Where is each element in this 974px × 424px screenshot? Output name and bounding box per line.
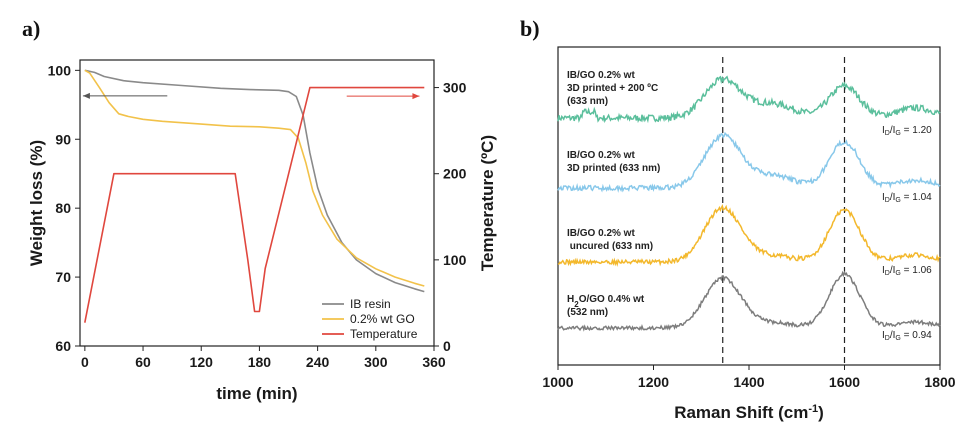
legend-label-1: 0.2% wt GO bbox=[350, 312, 415, 326]
x-tick-label: 1600 bbox=[829, 374, 860, 390]
panel-a-ylabel: Weight loss (%) bbox=[27, 140, 46, 266]
panel-a-chart: 0 60 120 180 240 300 360607080901000100200300 … bbox=[27, 59, 497, 403]
x-tick-label: 180 bbox=[248, 354, 272, 370]
y-tick-label: 60 bbox=[55, 338, 71, 354]
spectrum-0 bbox=[557, 75, 941, 124]
x-tick-label: 240 bbox=[306, 354, 330, 370]
spectrum-label-2: IB/GO 0.2% wt uncured (633 nm) bbox=[567, 228, 653, 252]
y-tick-label: 80 bbox=[55, 200, 71, 216]
ratio-label-1: ID/IG = 1.04 bbox=[882, 192, 932, 204]
spectrum-3 bbox=[557, 270, 941, 332]
y-tick-label: 90 bbox=[55, 131, 71, 147]
x-tick-label: 1200 bbox=[638, 374, 669, 390]
panel-b-spectra bbox=[557, 75, 941, 332]
y2-tick-label: 100 bbox=[443, 252, 467, 268]
y2-tick-label: 200 bbox=[443, 166, 467, 182]
x-tick-label: 0 bbox=[81, 354, 89, 370]
ratio-label-0: ID/IG = 1.20 bbox=[882, 125, 932, 137]
y2-tick-label: 300 bbox=[443, 80, 467, 96]
panel-b-ticks: 1000 1200 1400 1600 1800 bbox=[542, 365, 956, 390]
x-tick-label: 1000 bbox=[542, 374, 573, 390]
spectrum-label-0: IB/GO 0.2% wt 3D printed + 200 ºC (633 nm) bbox=[567, 70, 658, 107]
x-tick-label: 120 bbox=[190, 354, 214, 370]
panel-a-xlabel: time (min) bbox=[216, 384, 297, 403]
x-tick-label: 300 bbox=[364, 354, 388, 370]
series-line-2 bbox=[84, 86, 425, 323]
x-tick-label: 1800 bbox=[924, 374, 955, 390]
spectrum-1 bbox=[557, 131, 941, 193]
panel-b-chart: 1000 1200 1400 1600 1800 IB/GO 0.2% wt 3D pri… bbox=[542, 46, 956, 422]
panel-b-labels: IB/GO 0.2% wt 3D printed + 200 ºC (633 nm)… bbox=[567, 70, 932, 342]
ratio-label-2: ID/IG = 1.06 bbox=[882, 265, 932, 277]
series-line-0 bbox=[84, 69, 425, 293]
series-line-1 bbox=[84, 69, 425, 287]
y-tick-label: 70 bbox=[55, 269, 71, 285]
panel-b-label: b) bbox=[520, 16, 540, 41]
y2-tick-label: 0 bbox=[443, 338, 451, 354]
y-tick-label: 100 bbox=[48, 62, 72, 78]
x-tick-label: 360 bbox=[422, 354, 446, 370]
panel-a-frame bbox=[79, 59, 435, 347]
axis-arrow-head-right bbox=[412, 93, 420, 100]
x-tick-label: 1400 bbox=[733, 374, 764, 390]
panel-b-xlabel: Raman Shift (cm-1) bbox=[674, 403, 824, 422]
spectrum-label-1: IB/GO 0.2% wt 3D printed (633 nm) bbox=[567, 150, 660, 174]
legend-label-0: IB resin bbox=[350, 297, 391, 311]
panel-a-y2label: Temperature (ºC) bbox=[478, 135, 497, 271]
axis-arrow-head-left bbox=[82, 92, 90, 99]
x-tick-label: 60 bbox=[135, 354, 151, 370]
legend-label-2: Temperature bbox=[350, 327, 418, 341]
spectrum-2 bbox=[557, 204, 941, 267]
spectrum-label-3: H2O/GO 0.4% wt (532 nm) bbox=[567, 294, 645, 318]
panel-a-series bbox=[82, 69, 425, 323]
panel-a-label: a) bbox=[22, 16, 40, 41]
panel-a-ticks: 0 60 120 180 240 300 360 60 70 80 90 100 0 100 200 300 bbox=[48, 62, 467, 370]
ratio-label-3: ID/IG = 0.94 bbox=[882, 330, 932, 342]
